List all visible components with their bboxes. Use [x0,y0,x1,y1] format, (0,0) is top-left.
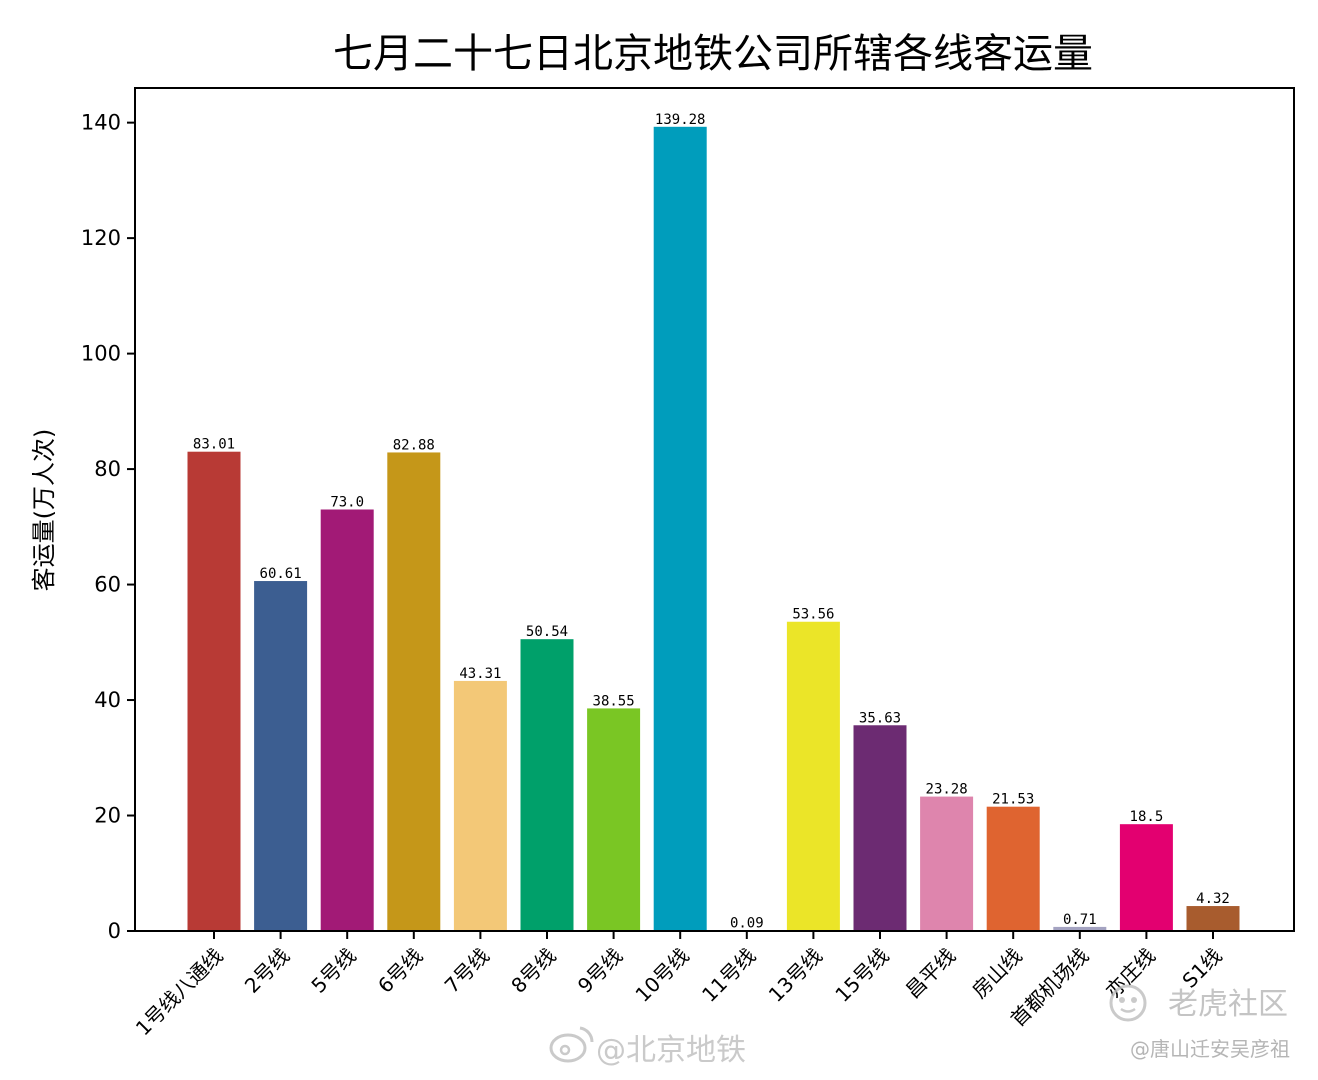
y-tick-label: 60 [94,573,121,597]
watermarks: @北京地铁 老虎社区 @唐山迁安吴彦祖 [549,984,1290,1068]
data-label: 23.28 [926,782,968,798]
x-axis: 1号线八通线 2号线 5号线 6号线 7号线 8号线 9号线 10号线 11号线 13号线 15号线… [131,931,1227,1040]
y-tick-label: 100 [81,342,121,366]
x-tick-label: 1号线八通线 [131,944,228,1041]
x-tick-label: 7号线 [440,944,494,998]
user-watermark: @唐山迁安吴彦祖 [1130,1037,1290,1061]
data-label: 60.61 [260,566,302,582]
x-tick-label: S1线 [1177,944,1226,993]
x-tick-label: 15号线 [830,944,893,1007]
site-watermark: 老虎社区 [1168,987,1288,1022]
x-tick-label: 6号线 [373,944,427,998]
data-label: 21.53 [992,792,1034,808]
data-labels-group: 83.01 60.61 73.0 82.88 43.31 50.54 38.55 139.28… [193,112,1230,932]
bar [587,708,641,931]
bar [1186,906,1240,931]
data-label: 18.5 [1130,809,1164,825]
bar [453,680,507,931]
bar [1053,926,1107,931]
bar [920,796,974,931]
bar [320,509,374,931]
x-tick-label: 13号线 [764,944,827,1007]
data-label: 4.32 [1196,891,1230,907]
bar [653,126,707,932]
y-tick-label: 40 [94,688,121,712]
bar [786,621,840,931]
bar [254,581,308,931]
data-label: 0.09 [730,915,764,931]
x-tick-label: 11号线 [697,944,760,1007]
x-tick-label: 8号线 [506,944,560,998]
bars-group [187,126,1240,932]
data-label: 35.63 [859,710,901,726]
bar [387,452,441,931]
x-tick-label: 昌平线 [901,944,960,1003]
data-label: 82.88 [393,437,435,453]
data-label: 83.01 [193,437,235,453]
data-label: 0.71 [1063,912,1097,928]
x-tick-label: 亦庄线 [1101,944,1160,1003]
bar [986,806,1040,931]
y-axis-label: 客运量(万人次) [30,429,58,592]
data-label: 139.28 [655,112,706,128]
y-tick-label: 20 [94,804,121,828]
y-tick-label: 120 [81,226,121,250]
bar [187,451,241,931]
y-axis: 0 20 40 60 80 100 120 140 [81,111,135,943]
data-label: 50.54 [526,624,568,640]
x-tick-label: 5号线 [306,944,360,998]
x-tick-label: 2号线 [240,944,294,998]
chart-title: 七月二十七日北京地铁公司所辖各线客运量 [333,31,1093,77]
tiger-logo-icon [1109,984,1147,1022]
x-tick-label: 10号线 [630,944,693,1007]
data-label: 53.56 [792,607,834,623]
bar [853,725,907,931]
bar [520,639,574,931]
weibo-watermark: @北京地铁 [596,1033,746,1068]
bar [1119,824,1173,931]
y-tick-label: 80 [94,457,121,481]
plot-frame [134,87,1295,932]
data-label: 73.0 [330,495,364,511]
x-tick-label: 9号线 [573,944,627,998]
data-label: 43.31 [459,666,501,682]
weibo-logo-icon [549,1026,594,1063]
y-tick-label: 0 [108,919,121,943]
data-label: 38.55 [593,693,635,709]
x-tick-label: 房山线 [967,944,1026,1003]
y-tick-label: 140 [81,111,121,135]
